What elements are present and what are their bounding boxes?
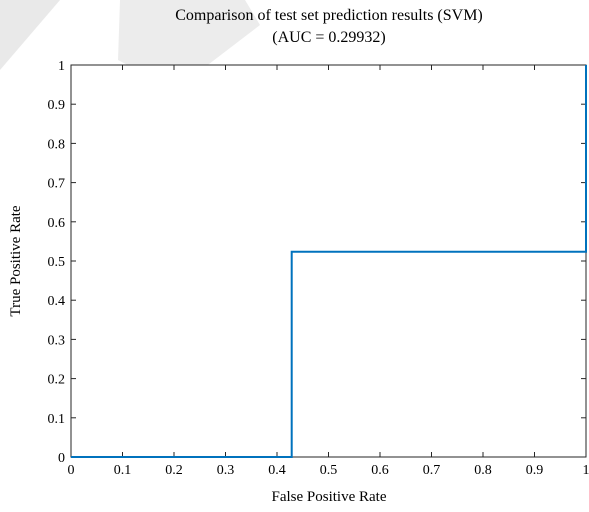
y-ticks: 0 0.1 0.2 0.3 0.4 0.5 0.6 0.7 0.8 0.9 1 xyxy=(48,59,586,466)
y-tick-label: 0.8 xyxy=(48,137,66,152)
plot-frame xyxy=(70,64,587,458)
y-tick-label: 0 xyxy=(58,451,65,466)
x-tick-label: 0.8 xyxy=(474,463,492,478)
x-tick-label: 0.2 xyxy=(165,463,183,478)
y-tick-label: 0.6 xyxy=(48,216,66,231)
roc-curve-line xyxy=(71,65,587,458)
x-tick-label: 0.5 xyxy=(320,463,338,478)
y-axis-label: True Positive Rate xyxy=(8,205,24,316)
y-tick-label: 0.1 xyxy=(48,412,66,427)
y-tick-label: 0.2 xyxy=(48,373,66,388)
x-axis-label: False Positive Rate xyxy=(272,489,387,505)
y-tick-label: 1 xyxy=(58,59,65,74)
x-tick-label: 0 xyxy=(68,463,75,478)
y-tick-label: 0.3 xyxy=(48,333,66,348)
x-tick-label: 0.4 xyxy=(268,463,286,478)
x-tick-label: 0.3 xyxy=(217,463,235,478)
x-tick-label: 1 xyxy=(583,463,589,478)
x-tick-label: 0.1 xyxy=(114,463,132,478)
y-tick-label: 0.7 xyxy=(48,177,66,192)
y-tick-label: 0.9 xyxy=(48,98,66,113)
y-tick-label: 0.5 xyxy=(48,255,66,270)
x-tick-label: 0.6 xyxy=(371,463,389,478)
chart-title: Comparison of test set prediction result… xyxy=(175,7,483,24)
x-tick-label: 0.7 xyxy=(423,463,441,478)
chart-subtitle: (AUC = 0.29932) xyxy=(272,29,385,46)
x-tick-label: 0.9 xyxy=(526,463,544,478)
y-tick-label: 0.4 xyxy=(48,294,66,309)
